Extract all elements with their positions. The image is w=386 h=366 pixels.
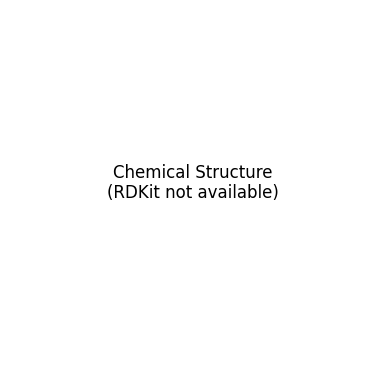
Text: Chemical Structure
(RDKit not available): Chemical Structure (RDKit not available) <box>107 164 279 202</box>
